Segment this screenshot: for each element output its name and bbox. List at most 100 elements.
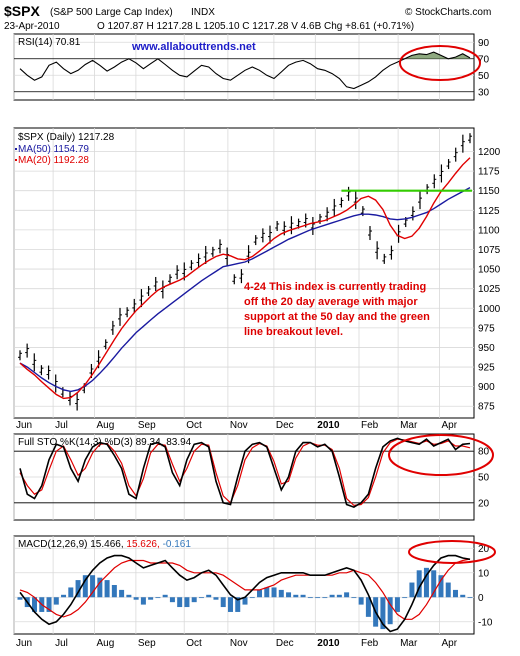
macd-histogram-bar [82,575,88,598]
price-ytick-label: 1075 [478,245,501,256]
ma20-legend: MA(20) 1192.28 [18,155,89,166]
x-tick-label: Oct [186,638,202,649]
macd-histogram-bar [220,597,226,608]
macd-title-part: MACD(12,26,9) [18,539,90,550]
macd-ytick-label: 20 [478,544,490,555]
exchange-label: INDX [191,7,215,18]
macd-title: MACD(12,26,9) 15.466, 15.626, -0.161 [18,539,191,550]
macd-highlight-ellipse [408,540,496,564]
ma50-legend: MA(50) 1154.79 [18,144,89,155]
copyright-label: © StockCharts.com [405,7,491,18]
macd-panel: -10 0 10 20 MACD(12,26,9) 15.466, 15.626, -0… [13,535,496,635]
macd-histogram-bar [32,597,38,612]
annotation-line: off the 20 day average with major [244,296,418,308]
x-tick-label: Jun [16,638,32,649]
rsi-highlight-ellipse [399,45,481,81]
macd-histogram-bar [242,597,248,605]
x-tick-label: Dec [276,638,294,649]
macd-histogram-bar [97,577,103,598]
macd-histogram-bar [293,594,299,598]
macd-histogram-bar [227,597,233,612]
x-tick-label: 2010 [317,420,340,431]
macd-histogram-bar [235,597,241,612]
sto-ytick-label: 80 [478,447,490,458]
macd-histogram-bar [431,570,437,598]
x-axis: Jun Jul Aug Sep Oct Nov Dec 2010 Feb Mar Apr Jun Jul… [16,420,458,649]
price-ytick-label: 975 [478,323,495,334]
macd-histogram-bar [300,594,306,598]
price-title: $SPX (Daily) 1217.28 [18,132,115,143]
macd-histogram-bar [140,597,146,605]
index-name: (S&P 500 Large Cap Index) [50,7,173,18]
annotation-line: line breakout level. [244,326,343,338]
macd-histogram-bar [133,597,139,600]
macd-histogram-bar [416,570,422,598]
macd-histogram-bar [286,592,292,598]
macd-histogram-bar [380,597,386,630]
macd-ytick-label: 0 [478,593,484,604]
macd-histogram-bar [452,589,458,598]
sto-d-line [19,438,471,507]
macd-line [19,554,471,633]
x-tick-label: Jul [55,420,68,431]
date-label: 23-Apr-2010 [4,21,60,32]
macd-histogram-bar [438,575,444,598]
x-tick-label: Jun [16,420,32,431]
price-ytick-label: 1100 [478,225,500,236]
sto-highlight-ellipse [388,434,494,476]
macd-histogram-bar [307,597,313,599]
macd-histogram-bar [61,594,67,598]
x-tick-label: Nov [230,420,248,431]
rsi-frame [13,33,475,101]
x-tick-label: Dec [276,420,294,431]
macd-title-part: 15.626, [126,539,162,550]
price-ytick-label: 1125 [478,206,500,217]
sto-ytick-label: 20 [478,498,490,509]
macd-histogram-bar [17,597,23,600]
macd-histogram-bar [351,597,357,599]
price-ytick-label: 1050 [478,265,501,276]
price-ytick-label: 875 [478,402,495,413]
x-tick-label: 2010 [317,638,340,649]
price-ytick-label: 1150 [478,186,500,197]
annotations: 4-24 This index is currently trading off … [244,281,430,338]
macd-histogram-bar [162,594,168,598]
macd-ytick-label: -10 [478,617,493,628]
rsi-ytick-label: 50 [478,71,490,82]
macd-histogram-bar [104,580,110,598]
rsi-ytick-label: 70 [478,54,490,65]
macd-histogram-bar [358,597,364,605]
rsi-title: RSI(14) 70.81 [18,37,81,48]
macd-histogram-bar [460,594,466,598]
macd-histogram-bar [126,594,132,598]
rsi-ytick-label: 30 [478,87,490,98]
x-tick-label: Mar [400,420,418,431]
price-ytick-label: 950 [478,343,495,354]
macd-histogram-bar [68,587,74,598]
macd-histogram-bar [155,597,161,599]
macd-histogram-bar [148,597,154,600]
macd-histogram-bar [257,589,263,598]
price-ytick-label: 1175 [478,167,500,178]
x-tick-label: Mar [400,638,418,649]
x-tick-label: Feb [361,638,379,649]
macd-histogram-bar [264,587,270,598]
macd-histogram-bar [111,585,117,598]
ma50-line [19,186,471,393]
x-tick-label: Nov [230,638,248,649]
x-tick-label: Oct [186,420,202,431]
macd-histogram-bar [322,597,328,599]
annotation-line: support at the 50 day and the green [244,311,430,323]
sto-k-line [19,437,471,508]
rsi-overbought-fill [20,52,470,59]
macd-histogram-bar [271,587,277,598]
macd-histogram-bar [75,580,81,598]
x-tick-label: Apr [442,638,458,649]
sto-title: Full STO %K(14,3) %D(3) 89.34, 83.94 [18,437,192,448]
macd-histogram-bar [394,597,400,612]
price-ytick-label: 1200 [478,147,501,158]
macd-title-part: 15.466, [90,539,126,550]
macd-histogram-bar [423,567,429,598]
